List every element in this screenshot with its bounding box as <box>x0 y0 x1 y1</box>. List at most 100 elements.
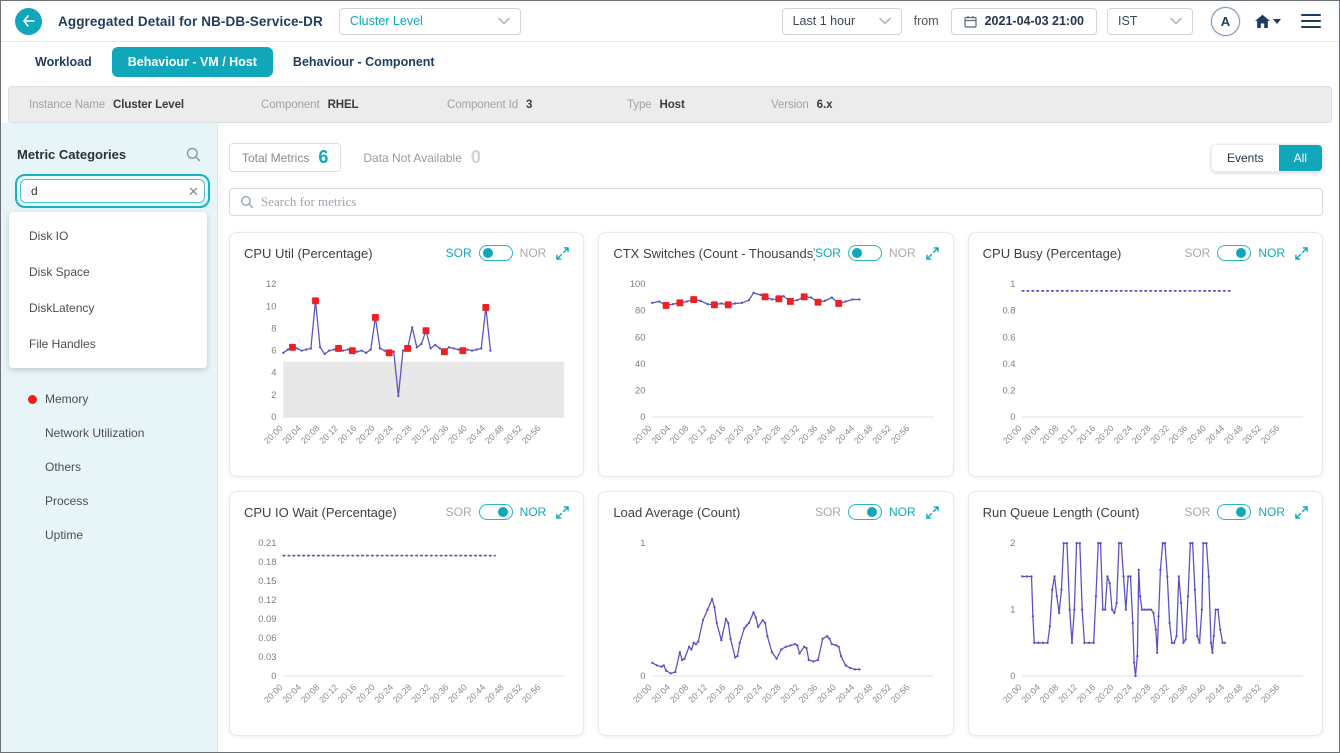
chart-plot-ctx-switches-count-thousands[interactable]: 02040608010020:0020:0420:0820:1220:1620:… <box>613 265 939 463</box>
svg-text:20:32: 20:32 <box>779 682 802 705</box>
suggestion-item[interactable]: DiskLatency <box>9 290 207 326</box>
chart-card-load-average-count: Load Average (Count)SORNOR0120:0020:0420… <box>598 491 953 736</box>
nor-label: NOR <box>889 246 916 260</box>
svg-text:20:52: 20:52 <box>501 682 524 705</box>
svg-text:20:20: 20:20 <box>723 682 746 705</box>
search-icon[interactable] <box>186 147 201 162</box>
suggestion-item[interactable]: Disk Space <box>9 254 207 290</box>
time-range-dropdown[interactable]: Last 1 hour <box>782 8 902 35</box>
clear-search-icon[interactable]: ✕ <box>186 185 201 198</box>
expand-icon[interactable] <box>1295 506 1308 519</box>
chart-plot-cpu-io-wait-percentage[interactable]: 00.030.060.090.120.150.180.2120:0020:042… <box>244 524 570 722</box>
category-search-box: ✕ <box>15 174 210 208</box>
scope-dropdown[interactable]: Cluster Level <box>339 8 521 35</box>
info-segment: Component Id 3 <box>447 99 627 111</box>
all-button[interactable]: All <box>1279 145 1322 171</box>
sor-nor-toggle[interactable] <box>848 504 882 520</box>
svg-text:100: 100 <box>630 279 646 289</box>
chart-plot-run-queue-length-count[interactable]: 01220:0020:0420:0820:1220:1620:2020:2420… <box>983 524 1309 722</box>
toggle-knob <box>1236 507 1246 517</box>
svg-text:20:44: 20:44 <box>1203 423 1226 446</box>
sidebar-item-memory[interactable]: Memory <box>1 382 217 416</box>
svg-text:20:04: 20:04 <box>280 682 303 705</box>
back-button[interactable] <box>15 8 42 35</box>
svg-text:20: 20 <box>635 385 645 395</box>
svg-text:20:28: 20:28 <box>1130 423 1153 446</box>
svg-text:20:44: 20:44 <box>465 423 488 446</box>
chevron-down-icon <box>879 17 891 25</box>
svg-text:20:28: 20:28 <box>760 423 783 446</box>
info-segment: TypeHost <box>627 99 771 111</box>
chart-plot-cpu-busy-percentage[interactable]: 00.20.40.60.8120:0020:0420:0820:1220:162… <box>983 265 1309 463</box>
category-suggestions-panel: Disk IODisk SpaceDiskLatencyFile Handles <box>9 212 207 368</box>
info-value: RHEL <box>328 99 359 111</box>
svg-text:20:56: 20:56 <box>1258 682 1281 705</box>
sidebar-item-uptime[interactable]: Uptime <box>1 518 217 552</box>
svg-text:20:04: 20:04 <box>650 682 673 705</box>
toggle-knob <box>867 507 877 517</box>
metric-search-input[interactable] <box>261 194 1312 210</box>
sor-nor-toggle[interactable] <box>848 245 882 261</box>
svg-text:20:16: 20:16 <box>1074 423 1097 446</box>
datetime-picker[interactable]: 2021-04-03 21:00 <box>951 8 1097 35</box>
svg-text:0: 0 <box>641 671 646 681</box>
category-label: Memory <box>45 392 88 406</box>
svg-text:20:44: 20:44 <box>834 423 857 446</box>
svg-text:20:32: 20:32 <box>409 423 432 446</box>
chart-plot-load-average-count[interactable]: 0120:0020:0420:0820:1220:1620:2020:2420:… <box>613 524 939 722</box>
events-button[interactable]: Events <box>1212 145 1279 171</box>
chart-plot-cpu-util-percentage[interactable]: 02468101220:0020:0420:0820:1220:1620:202… <box>244 265 570 463</box>
avatar[interactable]: A <box>1211 7 1240 36</box>
chart-title: CTX Switches (Count - Thousands) <box>613 246 815 261</box>
category-search-input[interactable] <box>31 184 186 198</box>
sor-nor-toggle[interactable] <box>479 504 513 520</box>
sor-nor-toggle[interactable] <box>479 245 513 261</box>
info-label: Component Id <box>447 99 518 111</box>
svg-text:0.09: 0.09 <box>258 614 276 624</box>
suggestion-item[interactable]: Disk IO <box>9 218 207 254</box>
tab-workload[interactable]: Workload <box>25 47 102 77</box>
data-not-available-label: Data Not Available <box>363 151 462 165</box>
svg-text:20:24: 20:24 <box>372 423 395 446</box>
svg-text:20:40: 20:40 <box>446 423 469 446</box>
expand-icon[interactable] <box>556 506 569 519</box>
svg-text:20:52: 20:52 <box>1240 423 1263 446</box>
svg-text:20:12: 20:12 <box>317 423 340 446</box>
data-not-available-count: 0 <box>471 147 481 168</box>
chart-title: Run Queue Length (Count) <box>983 505 1185 520</box>
sidebar-item-network-utilization[interactable]: Network Utilization <box>1 416 217 450</box>
tab-behaviour-vm-host[interactable]: Behaviour - VM / Host <box>112 47 273 77</box>
category-label: Others <box>45 460 81 474</box>
sidebar-item-others[interactable]: Others <box>1 450 217 484</box>
svg-text:20:12: 20:12 <box>317 682 340 705</box>
sor-nor-toggle[interactable] <box>1217 504 1251 520</box>
total-metrics-pill[interactable]: Total Metrics 6 <box>229 143 341 172</box>
svg-text:20:28: 20:28 <box>1130 682 1153 705</box>
chart-card-header: CPU IO Wait (Percentage)SORNOR <box>244 504 569 520</box>
info-value: 3 <box>526 99 532 111</box>
expand-icon[interactable] <box>1295 247 1308 260</box>
svg-text:20:48: 20:48 <box>1222 682 1245 705</box>
hamburger-menu-icon[interactable] <box>1301 14 1321 29</box>
sor-label: SOR <box>1184 505 1210 519</box>
sidebar-item-process[interactable]: Process <box>1 484 217 518</box>
svg-text:1: 1 <box>641 538 646 548</box>
expand-icon[interactable] <box>926 506 939 519</box>
svg-text:20:04: 20:04 <box>650 423 673 446</box>
suggestion-item[interactable]: File Handles <box>9 326 207 362</box>
svg-text:20:52: 20:52 <box>1240 682 1263 705</box>
svg-text:20:00: 20:00 <box>631 682 654 705</box>
svg-text:20:16: 20:16 <box>336 423 359 446</box>
tab-behaviour-component[interactable]: Behaviour - Component <box>283 47 445 77</box>
svg-text:20:36: 20:36 <box>428 423 451 446</box>
svg-text:20:16: 20:16 <box>336 682 359 705</box>
expand-icon[interactable] <box>556 247 569 260</box>
chart-card-cpu-busy-percentage: CPU Busy (Percentage)SORNOR00.20.40.60.8… <box>968 232 1323 477</box>
svg-text:20:56: 20:56 <box>889 423 912 446</box>
timezone-dropdown[interactable]: IST <box>1107 8 1193 35</box>
home-menu[interactable] <box>1254 14 1281 29</box>
svg-text:20:28: 20:28 <box>391 682 414 705</box>
sor-nor-toggle[interactable] <box>1217 245 1251 261</box>
expand-icon[interactable] <box>926 247 939 260</box>
svg-text:20:00: 20:00 <box>1001 682 1024 705</box>
